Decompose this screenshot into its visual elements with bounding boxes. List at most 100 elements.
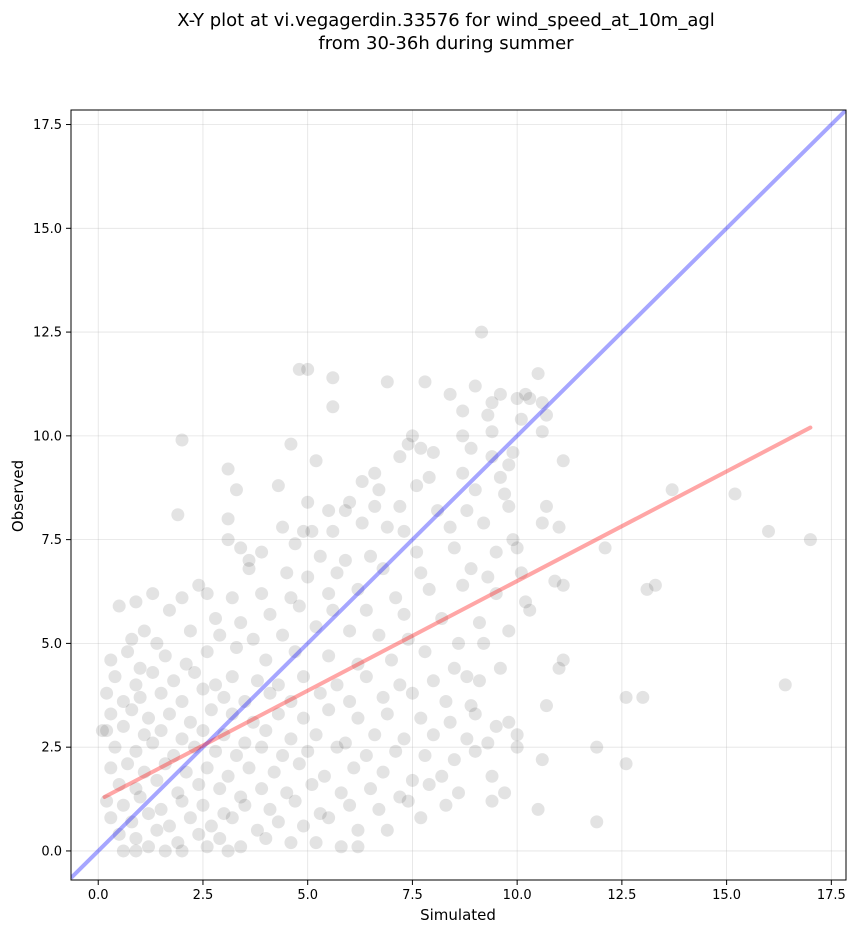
- x-tick-label: 15.0: [712, 888, 741, 903]
- scatter-point: [456, 429, 470, 443]
- scatter-point: [485, 794, 499, 808]
- scatter-point: [259, 724, 273, 738]
- scatter-point: [326, 371, 340, 385]
- scatter-point: [502, 624, 516, 638]
- scatter-point: [129, 831, 143, 845]
- scatter-point: [317, 769, 331, 783]
- scatter-point: [464, 441, 478, 455]
- scatter-point: [142, 807, 155, 821]
- scatter-point: [137, 765, 151, 779]
- scatter-point: [288, 537, 302, 551]
- scatter-point: [313, 807, 327, 821]
- scatter-point: [539, 499, 553, 513]
- scatter-point: [590, 815, 604, 829]
- scatter-point: [502, 458, 516, 472]
- scatter-point: [418, 748, 432, 762]
- scatter-point: [271, 815, 285, 829]
- scatter-point: [330, 740, 344, 754]
- scatter-point: [410, 479, 424, 493]
- scatter-point: [778, 678, 792, 692]
- scatter-point: [468, 483, 482, 497]
- scatter-point: [280, 786, 294, 800]
- scatter-point: [259, 831, 273, 845]
- x-tick-label: 2.5: [193, 888, 214, 903]
- scatter-point: [493, 661, 507, 675]
- scatter-point: [154, 686, 168, 700]
- scatter-point: [108, 740, 122, 754]
- scatter-point: [263, 686, 277, 700]
- scatter-point: [493, 470, 507, 484]
- scatter-point: [489, 719, 503, 733]
- scatter-point: [158, 649, 172, 663]
- scatter-point: [439, 695, 453, 709]
- scatter-point: [288, 794, 302, 808]
- scatter-point: [213, 782, 227, 796]
- scatter-point: [359, 603, 373, 617]
- scatter-point: [393, 450, 407, 464]
- scatter-point: [443, 715, 457, 729]
- y-tick-label: 17.5: [33, 118, 62, 133]
- scatter-point: [129, 678, 143, 692]
- scatter-point: [238, 736, 252, 750]
- scatter-point: [414, 811, 428, 825]
- scatter-point: [271, 479, 285, 493]
- scatter-point: [301, 495, 315, 509]
- chart-title-line-2: from 30-36h during summer: [318, 33, 574, 54]
- scatter-point: [200, 840, 214, 854]
- scatter-point: [167, 674, 181, 688]
- scatter-point: [162, 819, 176, 833]
- scatter-point: [468, 379, 482, 393]
- scatter-point: [179, 765, 193, 779]
- scatter-point: [297, 670, 310, 684]
- scatter-point: [376, 765, 390, 779]
- scatter-point: [221, 844, 235, 858]
- scatter-point: [242, 553, 256, 567]
- y-tick-label: 12.5: [33, 326, 62, 341]
- scatter-point: [728, 487, 742, 501]
- scatter-point: [100, 686, 114, 700]
- scatter-point: [133, 790, 147, 804]
- scatter-point: [234, 790, 248, 804]
- scatter-point: [108, 670, 122, 684]
- scatter-point: [405, 773, 419, 787]
- scatter-point: [368, 499, 382, 513]
- scatter-point: [359, 748, 373, 762]
- scatter-point: [112, 827, 126, 841]
- scatter-point: [376, 690, 390, 704]
- scatter-point: [309, 620, 323, 634]
- x-tick-label: 7.5: [402, 888, 423, 903]
- scatter-point: [221, 462, 235, 476]
- scatter-point: [338, 553, 352, 567]
- scatter-point: [137, 624, 151, 638]
- scatter-point: [435, 611, 449, 625]
- scatter-point: [338, 736, 352, 750]
- scatter-point: [196, 682, 210, 696]
- scatter-point: [271, 678, 285, 692]
- scatter-point: [389, 591, 403, 605]
- scatter-point: [506, 445, 520, 459]
- scatter-point: [116, 798, 130, 812]
- scatter-point: [334, 840, 348, 854]
- identity-line: [71, 110, 846, 880]
- scatter-point: [158, 757, 172, 771]
- scatter-point: [523, 391, 537, 405]
- scatter-point: [523, 603, 537, 617]
- y-axis-ticks: 0.0 2.5 5.0 7.5 10.0 12.5 15.0 17.5: [33, 118, 71, 859]
- scatter-point: [351, 582, 365, 596]
- scatter-point: [426, 445, 440, 459]
- scatter-point: [380, 707, 394, 721]
- scatter-point: [250, 674, 264, 688]
- scatter-point: [125, 632, 139, 646]
- scatter-point: [452, 636, 465, 650]
- scatter-point: [636, 690, 650, 704]
- scatter-point: [204, 703, 218, 717]
- x-axis-label: Simulated: [420, 906, 496, 924]
- scatter-point: [539, 408, 553, 422]
- scatter-point: [213, 831, 227, 845]
- scatter-point: [330, 678, 344, 692]
- scatter-point: [460, 504, 474, 518]
- scatter-point: [439, 798, 453, 812]
- scatter-point: [229, 748, 243, 762]
- scatter-point: [326, 603, 340, 617]
- scatter-point: [384, 653, 398, 667]
